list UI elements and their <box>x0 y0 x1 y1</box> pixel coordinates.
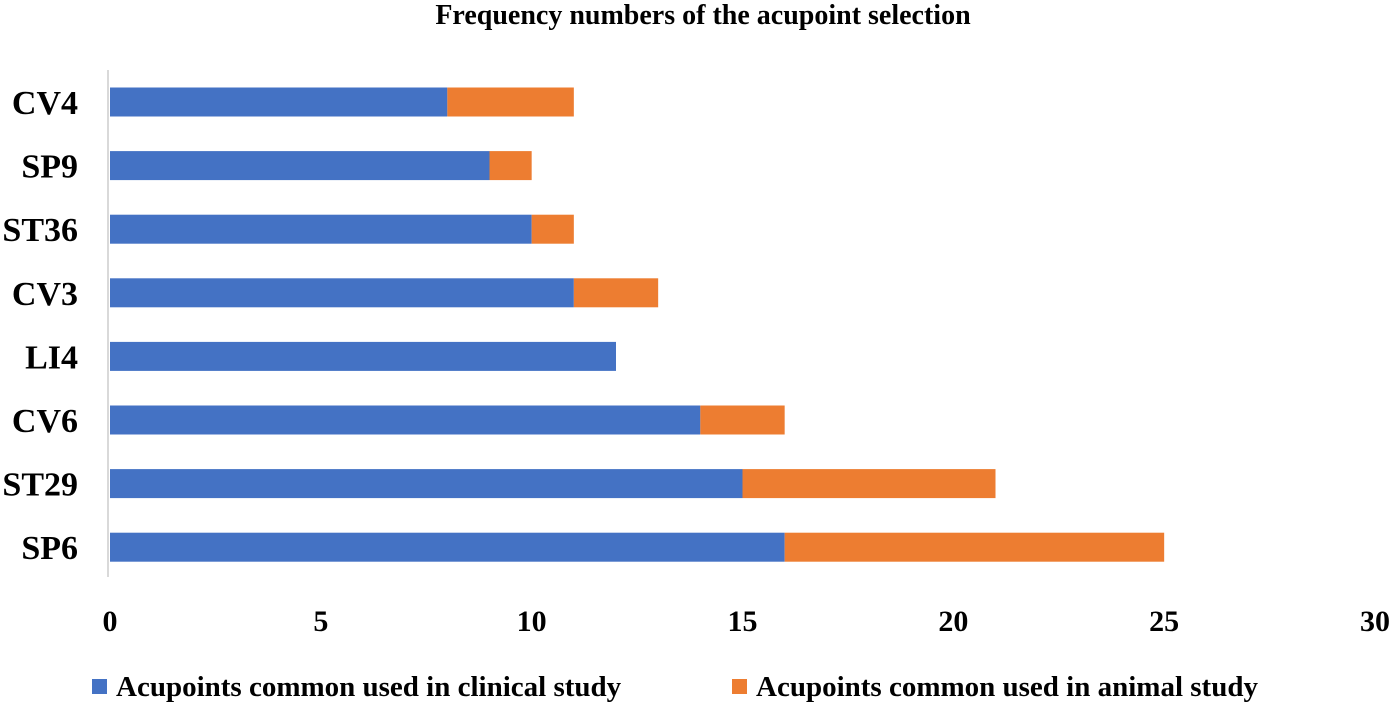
bar-cv4-clinical <box>110 87 448 117</box>
bar-li4-clinical <box>110 341 616 371</box>
bar-sp9-clinical <box>110 151 490 181</box>
bars <box>110 87 1165 562</box>
legend-label-animal: Acupoints common used in animal study <box>756 671 1258 703</box>
x-tick-label-25: 25 <box>1149 605 1179 638</box>
bar-st36-animal <box>531 214 574 244</box>
bar-cv3-clinical <box>110 278 574 308</box>
x-tick-label-5: 5 <box>313 605 328 638</box>
category-label-sp6: SP6 <box>21 530 78 567</box>
x-tick-label-0: 0 <box>103 605 118 638</box>
category-label-st36: ST36 <box>2 212 78 249</box>
x-tick-label-10: 10 <box>517 605 547 638</box>
bar-st29-animal <box>742 469 996 499</box>
category-label-cv3: CV3 <box>12 276 78 313</box>
legend-swatch-clinical <box>92 679 107 694</box>
x-tick-label-30: 30 <box>1360 605 1390 638</box>
bar-cv4-animal <box>447 87 574 117</box>
legend-swatch-animal <box>732 679 747 694</box>
category-label-sp9: SP9 <box>21 149 78 186</box>
bar-st36-clinical <box>110 214 532 244</box>
legend: Acupoints common used in clinical study A… <box>92 671 1258 703</box>
x-axis-ticks: 0 5 10 15 20 25 30 <box>103 605 1391 638</box>
bar-sp6-clinical <box>110 532 785 562</box>
chart-title: Frequency numbers of the acupoint select… <box>435 0 971 31</box>
x-tick-label-15: 15 <box>728 605 758 638</box>
bar-st29-clinical <box>110 469 743 499</box>
x-tick-label-20: 20 <box>938 605 968 638</box>
bar-sp9-animal <box>489 151 532 181</box>
category-label-st29: ST29 <box>2 467 78 504</box>
category-labels: CV4 SP9 ST36 CV3 LI4 CV6 ST29 SP6 <box>2 85 78 567</box>
bar-sp6-animal <box>784 532 1165 562</box>
category-label-cv6: CV6 <box>12 403 78 440</box>
category-label-cv4: CV4 <box>12 85 78 122</box>
category-label-li4: LI4 <box>25 339 78 376</box>
bar-cv3-animal <box>573 278 659 308</box>
bar-cv6-animal <box>700 405 785 435</box>
legend-label-clinical: Acupoints common used in clinical study <box>116 671 622 703</box>
bar-cv6-clinical <box>110 405 701 435</box>
